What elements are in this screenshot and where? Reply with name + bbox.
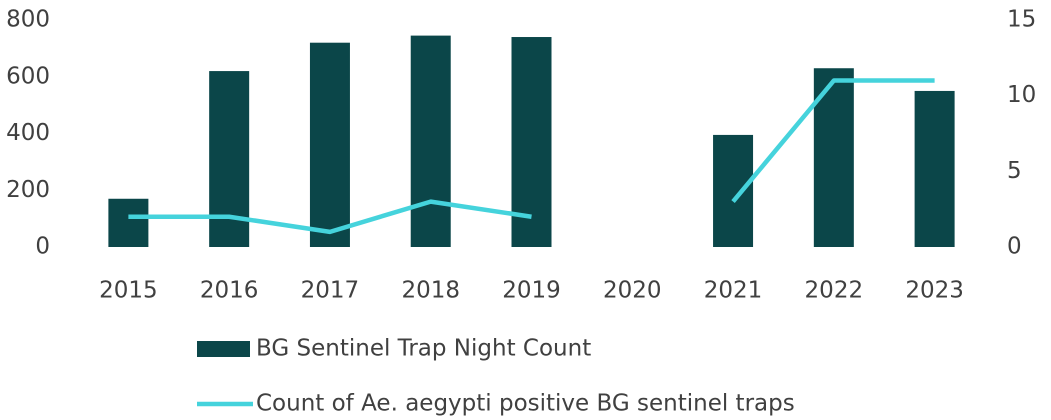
x-tick-label: 2022 [805, 278, 864, 304]
y2-tick-label: 0 [1007, 234, 1022, 260]
legend-swatch [197, 341, 250, 357]
y2-tick-label: 10 [1007, 82, 1036, 108]
line [128, 78, 935, 235]
y-tick-label: 200 [6, 177, 50, 203]
x-tick-label: 2015 [99, 278, 158, 304]
bar [713, 134, 754, 247]
bar [511, 37, 552, 248]
x-tick-label: 2020 [603, 278, 662, 304]
y-tick-label: 0 [35, 234, 50, 260]
x-tick-label: 2018 [401, 278, 460, 304]
y-tick-label: 400 [6, 120, 50, 146]
bar [410, 35, 451, 248]
y-tick-label: 600 [6, 63, 50, 89]
y-tick-label: 800 [6, 7, 50, 33]
bar [914, 90, 955, 247]
y2-tick-label: 15 [1007, 7, 1036, 33]
legend-label: BG Sentinel Trap Night Count [256, 336, 591, 362]
y2-tick-label: 5 [1007, 158, 1022, 184]
x-tick-label: 2019 [502, 278, 561, 304]
x-tick-label: 2023 [905, 278, 964, 304]
x-tick-label: 2016 [200, 278, 259, 304]
x-tick-label: 2017 [301, 278, 360, 304]
bar [309, 42, 350, 248]
bar [108, 198, 149, 247]
x-tick-label: 2021 [704, 278, 763, 304]
legend-label: Count of Ae. aegypti positive BG sentine… [256, 391, 795, 417]
